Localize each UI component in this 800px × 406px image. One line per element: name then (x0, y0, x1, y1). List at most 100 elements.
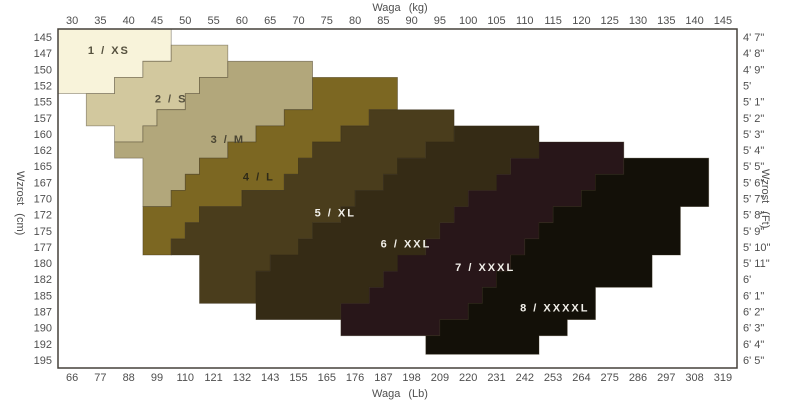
cm-tick: 172 (34, 210, 52, 222)
kg-tick: 80 (349, 15, 361, 27)
lb-tick: 220 (459, 372, 477, 384)
kg-tick: 85 (377, 15, 389, 27)
ft-tick: 4' 8" (743, 48, 764, 60)
lb-tick: 110 (177, 372, 195, 384)
kg-tick: 60 (236, 15, 248, 27)
ft-tick: 6' 1" (743, 290, 764, 302)
cm-tick: 145 (34, 32, 52, 44)
kg-tick: 55 (207, 15, 219, 27)
ft-tick: 6' 3" (743, 323, 764, 335)
ft-tick: 5' 9" (743, 226, 764, 238)
cm-tick: 177 (34, 242, 52, 254)
ft-tick: 5' 4" (743, 145, 764, 157)
ft-tick: 4' 9" (743, 64, 764, 76)
region-label-xxl: 6 / XXL (381, 239, 432, 251)
kg-tick: 50 (179, 15, 191, 27)
kg-tick: 135 (657, 15, 675, 27)
ft-tick: 6' (743, 274, 751, 286)
region-label-l: 4 / L (243, 172, 275, 184)
ft-tick: 5' 3" (743, 129, 764, 141)
kg-tick: 70 (292, 15, 304, 27)
lb-tick: 99 (151, 372, 163, 384)
cm-tick: 167 (34, 177, 52, 189)
axis-left-ticks: 145 147 150 152 155 157 160 162 165 167 170 172 175 1… (34, 32, 52, 367)
kg-tick: 65 (264, 15, 276, 27)
kg-tick: 95 (434, 15, 446, 27)
ft-tick: 5' 2" (743, 113, 764, 125)
cm-tick: 150 (34, 64, 52, 76)
size-labels: 1 / XS 2 / S 3 / M 4 / L 5 / XL 6 / XXL 7 / XX… (88, 45, 589, 315)
lb-tick: 155 (289, 372, 307, 384)
cm-tick: 175 (34, 226, 52, 238)
region-xxxxl (425, 157, 710, 355)
plot-border (57, 28, 738, 369)
lb-tick: 264 (572, 372, 590, 384)
cm-tick: 192 (34, 339, 52, 351)
lb-tick: 297 (657, 372, 675, 384)
cm-tick: 182 (34, 274, 52, 286)
size-regions (57, 28, 710, 355)
kg-tick: 45 (151, 15, 163, 27)
cm-tick: 195 (34, 355, 52, 367)
ft-tick: 5' 7" (743, 194, 764, 206)
axis-title-weight-kg: Waga (kg) (372, 2, 428, 14)
cm-tick: 185 (34, 290, 52, 302)
ft-tick: 6' 2" (743, 307, 764, 319)
kg-tick: 145 (714, 15, 732, 27)
lb-tick: 143 (261, 372, 279, 384)
ft-tick: 5' 5" (743, 161, 764, 173)
cm-tick: 190 (34, 323, 52, 335)
kg-tick: 115 (544, 15, 562, 27)
region-label-xl: 5 / XL (315, 208, 356, 220)
region-label-xxxl: 7 / XXXL (455, 262, 515, 274)
kg-tick: 40 (123, 15, 135, 27)
ft-tick: 5' 1" (743, 97, 764, 109)
cm-tick: 157 (34, 113, 52, 125)
lb-tick: 231 (487, 372, 505, 384)
cm-tick: 162 (34, 145, 52, 157)
region-label-m: 3 / M (211, 134, 245, 146)
kg-tick: 90 (405, 15, 417, 27)
ft-tick: 5' 8" (743, 210, 764, 222)
cm-tick: 165 (34, 161, 52, 173)
kg-tick: 110 (516, 15, 534, 27)
ft-tick: 5' 11" (743, 258, 770, 270)
lb-tick: 209 (431, 372, 449, 384)
ft-tick: 6' 5" (743, 355, 764, 367)
cm-tick: 160 (34, 129, 52, 141)
cm-tick: 180 (34, 258, 52, 270)
lb-tick: 286 (629, 372, 647, 384)
lb-tick: 66 (66, 372, 78, 384)
lb-tick: 187 (374, 372, 392, 384)
axis-top-ticks: 30 35 40 45 50 55 60 65 70 75 80 85 90 95 100 105 110 115… (66, 15, 732, 27)
region-label-s: 2 / S (155, 93, 188, 105)
lb-tick: 176 (346, 372, 364, 384)
axis-bottom-ticks: 66 77 88 99 110 121 132 143 155 165 176 187 198 209 22… (66, 372, 732, 384)
axis-right-ticks: 4' 7" 4' 8" 4' 9" 5' 5' 1" 5' 2" 5' 3" 5' 4" 5' … (743, 32, 771, 367)
ft-tick: 4' 7" (743, 32, 764, 44)
kg-tick: 100 (459, 15, 477, 27)
cm-tick: 170 (34, 194, 52, 206)
kg-tick: 140 (685, 15, 703, 27)
lb-tick: 308 (685, 372, 703, 384)
lb-tick: 275 (601, 372, 619, 384)
ft-tick: 5' 10" (743, 242, 771, 254)
kg-tick: 120 (572, 15, 590, 27)
lb-tick: 198 (402, 372, 420, 384)
lb-tick: 319 (714, 372, 732, 384)
ft-tick: 6' 4" (743, 339, 764, 351)
lb-tick: 242 (516, 372, 534, 384)
region-label-xs: 1 / XS (88, 45, 130, 57)
lb-tick: 88 (123, 372, 135, 384)
cm-tick: 155 (34, 97, 52, 109)
lb-tick: 165 (318, 372, 336, 384)
kg-tick: 105 (487, 15, 505, 27)
kg-tick: 35 (94, 15, 106, 27)
cm-tick: 147 (34, 48, 52, 60)
lb-tick: 77 (94, 372, 106, 384)
region-label-xxxxl: 8 / XXXXL (520, 303, 589, 315)
lb-tick: 121 (204, 372, 222, 384)
ft-tick: 5' (743, 81, 751, 93)
